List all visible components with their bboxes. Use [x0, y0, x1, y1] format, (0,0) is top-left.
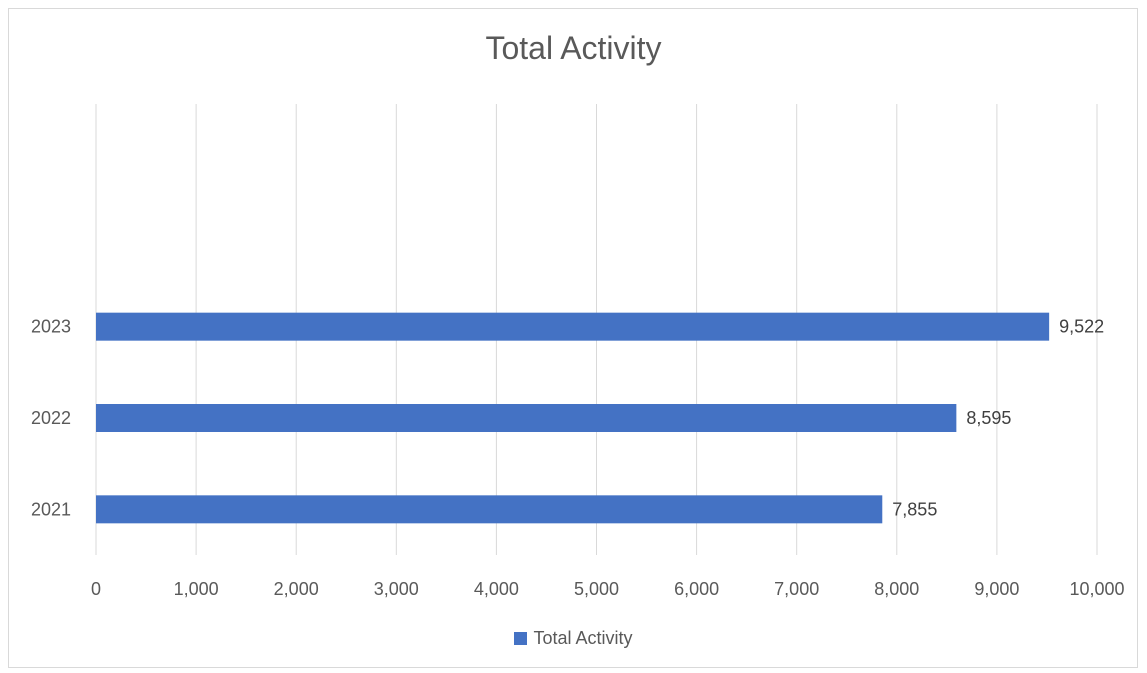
y-tick-label: 2021 — [31, 499, 71, 519]
bar-2022 — [96, 404, 957, 432]
data-label: 8,595 — [966, 408, 1011, 428]
bar-2023 — [96, 312, 1050, 341]
chart-title: Total Activity — [485, 30, 662, 66]
x-tick-label: 1,000 — [174, 579, 219, 599]
legend-label: Total Activity — [533, 628, 633, 648]
x-tick-label: 10,000 — [1069, 579, 1124, 599]
data-label: 7,855 — [892, 499, 937, 519]
y-tick-label: 2022 — [31, 408, 71, 428]
data-label: 9,522 — [1059, 317, 1104, 337]
x-tick-label: 3,000 — [374, 579, 419, 599]
y-tick-label: 2023 — [31, 317, 71, 337]
x-tick-label: 5,000 — [574, 579, 619, 599]
legend: Total Activity — [0, 628, 1147, 649]
x-tick-label: 9,000 — [974, 579, 1019, 599]
x-tick-label: 6,000 — [674, 579, 719, 599]
legend-swatch — [514, 632, 528, 645]
x-tick-label: 4,000 — [474, 579, 519, 599]
x-tick-label: 7,000 — [774, 579, 819, 599]
x-tick-label: 2,000 — [274, 579, 319, 599]
x-tick-label: 0 — [91, 579, 101, 599]
x-tick-label: 8,000 — [874, 579, 919, 599]
bar-2021 — [96, 495, 883, 524]
